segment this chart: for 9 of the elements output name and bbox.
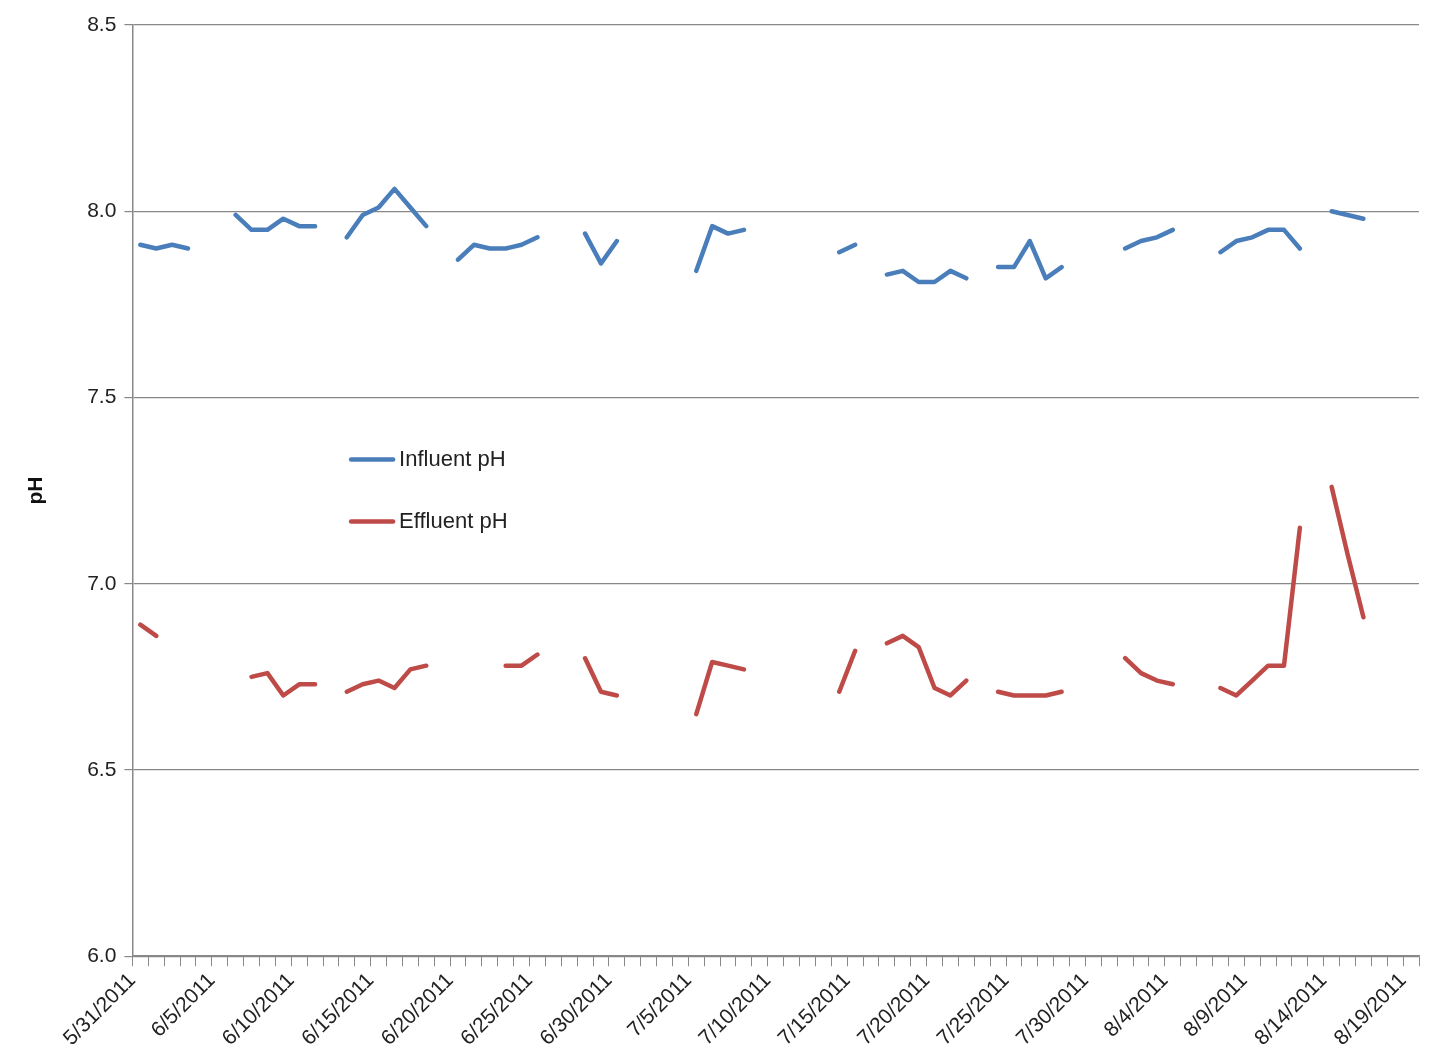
legend-label: Influent pH xyxy=(399,445,506,471)
y-tick-label: 6.0 xyxy=(87,943,117,967)
y-axis-title: pH xyxy=(23,476,47,505)
y-tick-label: 7.5 xyxy=(87,384,117,408)
y-tick-label: 7.0 xyxy=(87,570,117,594)
legend-label: Effluent pH xyxy=(399,507,508,533)
y-tick-label: 6.5 xyxy=(87,756,117,780)
y-tick-label: 8.0 xyxy=(87,198,117,222)
y-tick-label: 8.5 xyxy=(87,11,117,35)
